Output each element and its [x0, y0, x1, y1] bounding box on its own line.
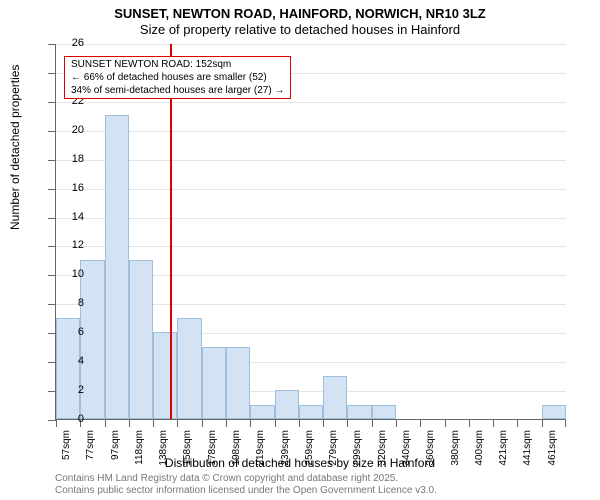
y-gridline [56, 246, 566, 247]
x-tick-label: 441sqm [522, 430, 533, 480]
histogram-bar [226, 347, 250, 419]
y-tick-label: 6 [60, 326, 84, 338]
x-tick-label: 138sqm [158, 430, 169, 480]
x-tick [565, 419, 566, 427]
y-tick [48, 246, 56, 247]
plot-area [55, 44, 565, 420]
x-tick [275, 419, 276, 427]
x-tick [202, 419, 203, 427]
histogram-bar [202, 347, 226, 419]
annotation-property-size: SUNSET NEWTON ROAD: 152sqm [71, 58, 284, 71]
y-tick [48, 131, 56, 132]
x-tick-label: 198sqm [231, 430, 242, 480]
histogram-bar [347, 405, 371, 419]
x-tick [347, 419, 348, 427]
chart-title-address: SUNSET, NEWTON ROAD, HAINFORD, NORWICH, … [0, 6, 600, 21]
y-tick [48, 102, 56, 103]
y-gridline [56, 102, 566, 103]
x-tick [153, 419, 154, 427]
y-tick-label: 14 [60, 211, 84, 223]
y-tick [48, 333, 56, 334]
y-tick [48, 275, 56, 276]
y-tick [48, 304, 56, 305]
y-tick-label: 16 [60, 182, 84, 194]
histogram-bar [177, 318, 201, 419]
y-tick [48, 420, 56, 421]
x-tick [105, 419, 106, 427]
histogram-bar [153, 332, 177, 419]
y-gridline [56, 131, 566, 132]
x-tick [420, 419, 421, 427]
y-tick [48, 362, 56, 363]
y-tick-label: 10 [60, 268, 84, 280]
x-tick [226, 419, 227, 427]
x-tick-label: 97sqm [110, 430, 121, 480]
x-tick-label: 299sqm [352, 430, 363, 480]
x-tick [299, 419, 300, 427]
histogram-bar [250, 405, 274, 419]
x-tick-label: 57sqm [61, 430, 72, 480]
y-gridline [56, 189, 566, 190]
property-marker-line [170, 44, 172, 419]
x-tick-label: 279sqm [328, 430, 339, 480]
x-tick [372, 419, 373, 427]
histogram-bar [299, 405, 323, 419]
y-gridline [56, 218, 566, 219]
x-tick-label: 219sqm [255, 430, 266, 480]
y-tick-label: 8 [60, 297, 84, 309]
y-tick [48, 160, 56, 161]
histogram-bar [129, 260, 153, 419]
x-tick-label: 421sqm [498, 430, 509, 480]
x-tick-label: 77sqm [85, 430, 96, 480]
x-tick [323, 419, 324, 427]
x-tick [250, 419, 251, 427]
y-tick [48, 73, 56, 74]
y-tick [48, 189, 56, 190]
x-tick-label: 340sqm [401, 430, 412, 480]
x-tick [445, 419, 446, 427]
y-tick-label: 20 [60, 124, 84, 136]
histogram-bar [323, 376, 347, 419]
x-tick [493, 419, 494, 427]
histogram-bar [542, 405, 566, 419]
x-tick [517, 419, 518, 427]
histogram-bar [275, 390, 299, 419]
y-gridline [56, 160, 566, 161]
x-tick-label: 360sqm [425, 430, 436, 480]
y-gridline [56, 44, 566, 45]
x-tick [469, 419, 470, 427]
x-tick [56, 419, 57, 427]
x-tick [129, 419, 130, 427]
x-tick-label: 380sqm [450, 430, 461, 480]
y-tick-label: 2 [60, 384, 84, 396]
x-tick-label: 118sqm [134, 430, 145, 480]
x-tick-label: 178sqm [207, 430, 218, 480]
footer-copyright-1: Contains HM Land Registry data © Crown c… [55, 473, 398, 484]
x-tick-label: 259sqm [304, 430, 315, 480]
annotation-larger-pct: 34% of semi-detached houses are larger (… [71, 84, 284, 97]
x-tick-label: 320sqm [377, 430, 388, 480]
chart-subtitle: Size of property relative to detached ho… [0, 22, 600, 37]
y-axis-label: Number of detached properties [8, 65, 22, 230]
y-tick-label: 0 [60, 413, 84, 425]
y-tick-label: 18 [60, 153, 84, 165]
histogram-bar [105, 115, 129, 419]
y-tick [48, 44, 56, 45]
histogram-bar [372, 405, 396, 419]
y-tick-label: 26 [60, 37, 84, 49]
y-tick-label: 12 [60, 239, 84, 251]
x-tick-label: 461sqm [547, 430, 558, 480]
annotation-smaller-pct: ← 66% of detached houses are smaller (52… [71, 71, 284, 84]
x-tick-label: 400sqm [474, 430, 485, 480]
y-tick [48, 391, 56, 392]
annotation-box: SUNSET NEWTON ROAD: 152sqm← 66% of detac… [64, 56, 291, 99]
x-tick [396, 419, 397, 427]
y-tick [48, 218, 56, 219]
x-tick-label: 239sqm [280, 430, 291, 480]
x-tick [542, 419, 543, 427]
footer-copyright-2: Contains public sector information licen… [55, 485, 437, 496]
x-tick-label: 158sqm [182, 430, 193, 480]
x-tick [177, 419, 178, 427]
y-tick-label: 4 [60, 355, 84, 367]
